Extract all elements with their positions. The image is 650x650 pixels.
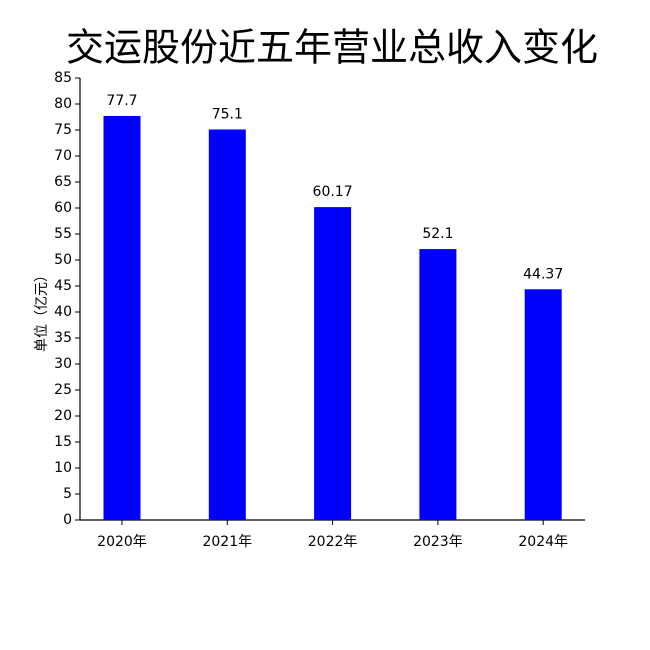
bar: [103, 115, 141, 521]
y-tick-label: 35: [54, 330, 72, 346]
x-tick-label: 2023年: [413, 534, 463, 550]
y-tick-label: 65: [54, 174, 72, 190]
value-label: 52.1: [422, 226, 453, 242]
y-tick-label: 70: [54, 148, 72, 164]
y-tick-label: 20: [54, 408, 72, 424]
y-tick-label: 0: [63, 512, 72, 528]
bar: [208, 129, 246, 521]
x-tick-label: 2022年: [308, 534, 358, 550]
y-tick-label: 50: [54, 252, 72, 268]
y-tick-label: 25: [54, 382, 72, 398]
value-label: 60.17: [313, 184, 353, 200]
x-tick-label: 2021年: [202, 534, 252, 550]
y-tick-label: 15: [54, 434, 72, 450]
x-tick-label: 2024年: [518, 534, 568, 550]
y-tick-label: 55: [54, 226, 72, 242]
y-tick-label: 85: [54, 70, 72, 86]
y-tick-label: 10: [54, 460, 72, 476]
value-label: 44.37: [523, 266, 563, 282]
y-tick-label: 80: [54, 96, 72, 112]
chart-title: 交运股份近五年营业总收入变化: [66, 26, 598, 70]
y-tick-label: 40: [54, 304, 72, 320]
bar: [419, 249, 457, 520]
y-tick-label: 30: [54, 356, 72, 372]
y-tick-label: 75: [54, 122, 72, 138]
value-label: 75.1: [212, 106, 243, 122]
x-tick-label: 2020年: [97, 534, 147, 550]
bar: [524, 289, 562, 520]
y-tick-label: 5: [63, 486, 72, 502]
value-label: 77.7: [106, 93, 137, 109]
y-tick-label: 60: [54, 200, 72, 216]
y-axis-label: 单位（亿元）: [34, 268, 50, 352]
bar: [314, 207, 352, 520]
y-tick-label: 45: [54, 278, 72, 294]
